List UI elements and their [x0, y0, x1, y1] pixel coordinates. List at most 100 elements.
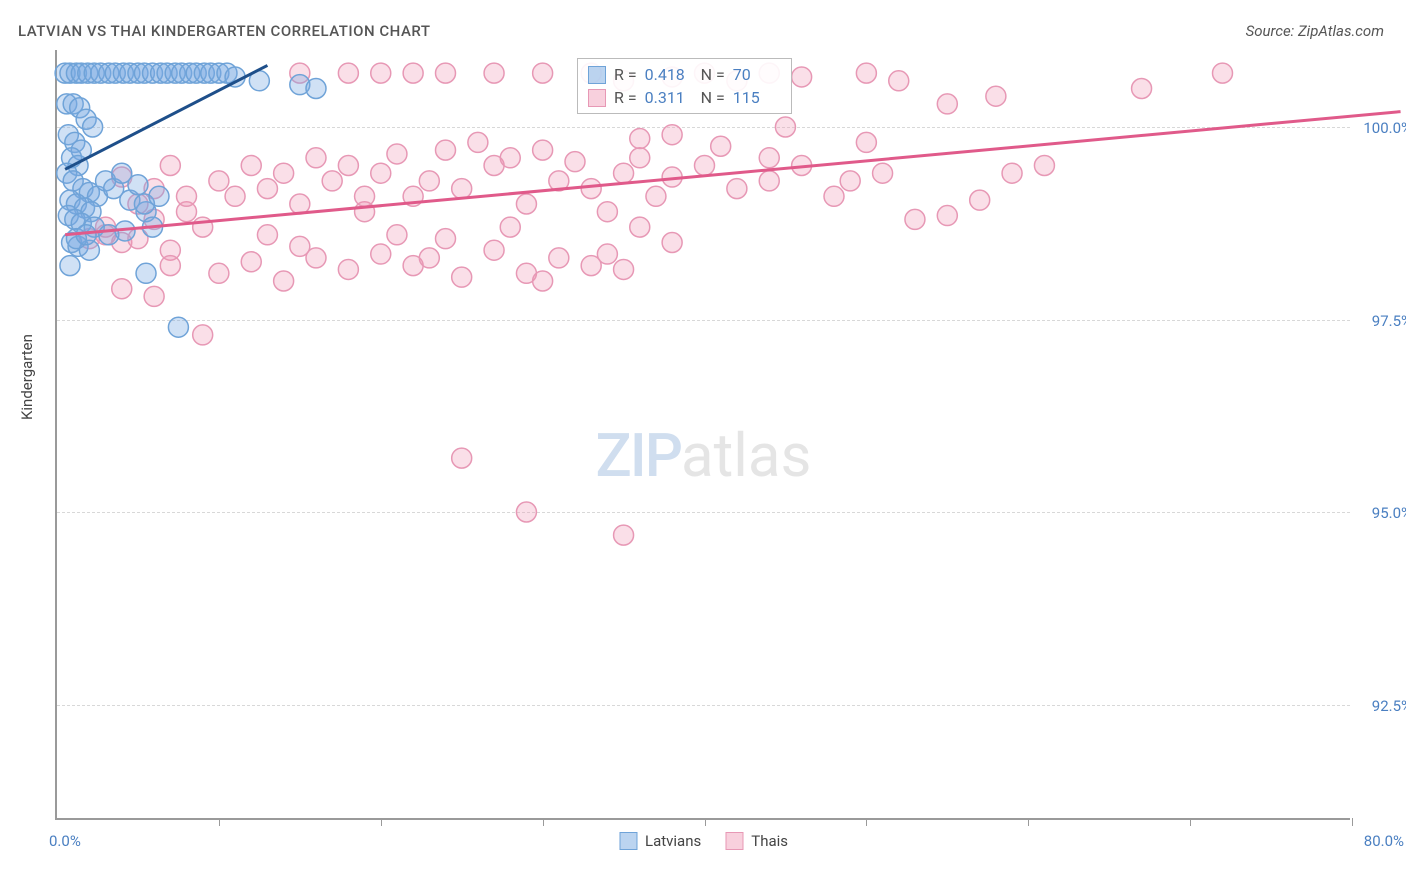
legend-item-b: Thais	[725, 832, 788, 850]
data-point	[436, 63, 456, 83]
data-point	[468, 132, 488, 152]
data-point	[533, 63, 553, 83]
data-point	[840, 171, 860, 191]
data-point	[970, 190, 990, 210]
data-point	[711, 136, 731, 156]
data-point	[160, 256, 180, 276]
data-point	[168, 317, 188, 337]
data-point	[889, 71, 909, 91]
stat-r-a: 0.418	[645, 65, 693, 84]
stat-r-b: 0.311	[645, 88, 693, 107]
data-point	[630, 129, 650, 149]
data-point	[614, 259, 634, 279]
legend-swatch-b-icon	[725, 832, 743, 850]
data-point	[662, 233, 682, 253]
data-point	[209, 171, 229, 191]
data-point	[209, 263, 229, 283]
data-point	[937, 206, 957, 226]
data-point	[83, 117, 103, 137]
source-attribution: Source: ZipAtlas.com	[1246, 22, 1384, 40]
data-point	[371, 163, 391, 183]
scatter-layer	[57, 50, 1350, 818]
data-point	[549, 248, 569, 268]
data-point	[371, 244, 391, 264]
data-point	[257, 225, 277, 245]
data-point	[193, 325, 213, 345]
y-tick-label: 92.5%	[1372, 697, 1406, 715]
data-point	[533, 271, 553, 291]
x-axis-max: 80.0%	[1364, 832, 1404, 850]
stats-row-a: R = 0.418 N = 70	[588, 63, 781, 86]
data-point	[500, 148, 520, 168]
data-point	[759, 148, 779, 168]
x-tick	[219, 818, 220, 826]
data-point	[225, 186, 245, 206]
data-point	[856, 132, 876, 152]
data-point	[581, 179, 601, 199]
legend-swatch-a-icon	[619, 832, 637, 850]
data-point	[128, 175, 148, 195]
data-point	[306, 79, 326, 99]
data-point	[905, 209, 925, 229]
data-point	[371, 63, 391, 83]
data-point	[452, 448, 472, 468]
data-point	[662, 125, 682, 145]
data-point	[856, 63, 876, 83]
data-point	[452, 267, 472, 287]
stat-r-label: R =	[614, 65, 637, 84]
data-point	[516, 502, 536, 522]
data-point	[419, 248, 439, 268]
data-point	[112, 279, 132, 299]
data-point	[355, 186, 375, 206]
data-point	[387, 225, 407, 245]
data-point	[241, 252, 261, 272]
data-point	[824, 186, 844, 206]
y-tick-label: 95.0%	[1372, 504, 1406, 522]
y-axis-label: Kindergarten	[18, 334, 36, 420]
data-point	[274, 271, 294, 291]
x-tick	[866, 818, 867, 826]
data-point	[60, 256, 80, 276]
data-point	[274, 163, 294, 183]
plot-area: ZIPatlas 92.5%95.0%97.5%100.0% R = 0.418…	[55, 50, 1350, 820]
data-point	[597, 244, 617, 264]
data-point	[99, 225, 119, 245]
stats-box: R = 0.418 N = 70 R = 0.311 N = 115	[577, 58, 792, 114]
data-point	[986, 86, 1006, 106]
stat-n-b: 115	[733, 88, 781, 107]
swatch-thais-icon	[588, 89, 606, 107]
data-point	[646, 186, 666, 206]
data-point	[873, 163, 893, 183]
data-point	[338, 63, 358, 83]
data-point	[338, 259, 358, 279]
data-point	[338, 156, 358, 176]
data-point	[759, 171, 779, 191]
legend-label-b: Thais	[751, 832, 788, 850]
stats-row-b: R = 0.311 N = 115	[588, 86, 781, 109]
data-point	[630, 148, 650, 168]
swatch-latvians-icon	[588, 66, 606, 84]
stat-n-label: N =	[701, 88, 725, 107]
data-point	[597, 202, 617, 222]
x-tick	[705, 818, 706, 826]
data-point	[695, 156, 715, 176]
data-point	[144, 286, 164, 306]
legend-label-a: Latvians	[645, 832, 701, 850]
y-tick-label: 100.0%	[1363, 119, 1406, 137]
chart-title: LATVIAN VS THAI KINDERGARTEN CORRELATION…	[18, 22, 430, 40]
data-point	[306, 148, 326, 168]
data-point	[484, 63, 504, 83]
data-point	[565, 152, 585, 172]
data-point	[160, 156, 180, 176]
data-point	[533, 140, 553, 160]
data-point	[136, 263, 156, 283]
x-tick	[1028, 818, 1029, 826]
data-point	[516, 194, 536, 214]
data-point	[241, 156, 261, 176]
data-point	[290, 236, 310, 256]
data-point	[727, 179, 747, 199]
data-point	[630, 217, 650, 237]
data-point	[452, 179, 472, 199]
x-tick	[1190, 818, 1191, 826]
data-point	[177, 186, 197, 206]
